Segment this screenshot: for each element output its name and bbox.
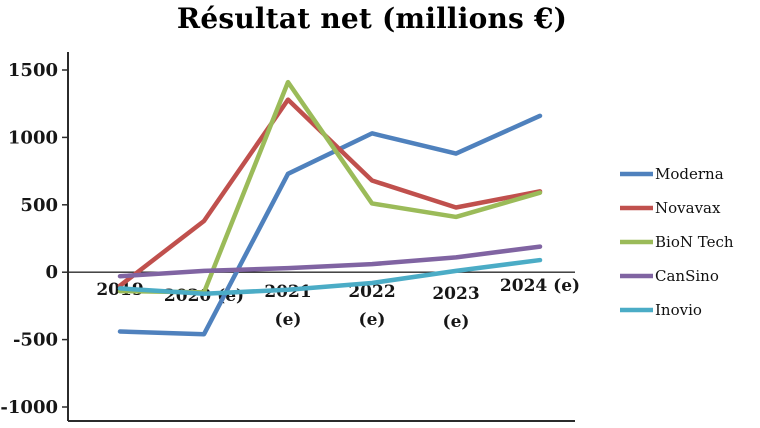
series-line-inovio: [117, 257, 543, 297]
series-line-bion-tech: [117, 79, 543, 295]
legend-label-moderna: Moderna: [655, 165, 724, 183]
series-line-cansino: [117, 244, 543, 279]
legend-label-bion-tech: BioN Tech: [655, 233, 734, 251]
y-tick-label: -500: [13, 330, 58, 351]
legend-label-novavax: Novavax: [655, 199, 721, 217]
series-line-novavax: [117, 97, 543, 288]
y-tick-label: 500: [20, 195, 58, 216]
legend-label-inovio: Inovio: [655, 301, 702, 319]
y-tick-label: 1000: [8, 127, 58, 148]
y-tick-label: 0: [45, 262, 58, 283]
y-tick-label: -1000: [0, 397, 58, 418]
x-tick-label: 2022: [348, 282, 395, 302]
chart-title: Résultat net (millions €): [176, 2, 568, 35]
legend-label-cansino: CanSino: [655, 267, 719, 285]
y-tick-label: 1500: [8, 60, 58, 81]
x-tick-label: 2024 (e): [500, 276, 580, 296]
x-tick-label: 2023: [432, 284, 479, 304]
x-tick-label: (e): [359, 310, 386, 330]
x-tick-label: (e): [443, 312, 470, 332]
x-tick-label: (e): [275, 310, 302, 330]
series-line-moderna: [117, 113, 543, 337]
